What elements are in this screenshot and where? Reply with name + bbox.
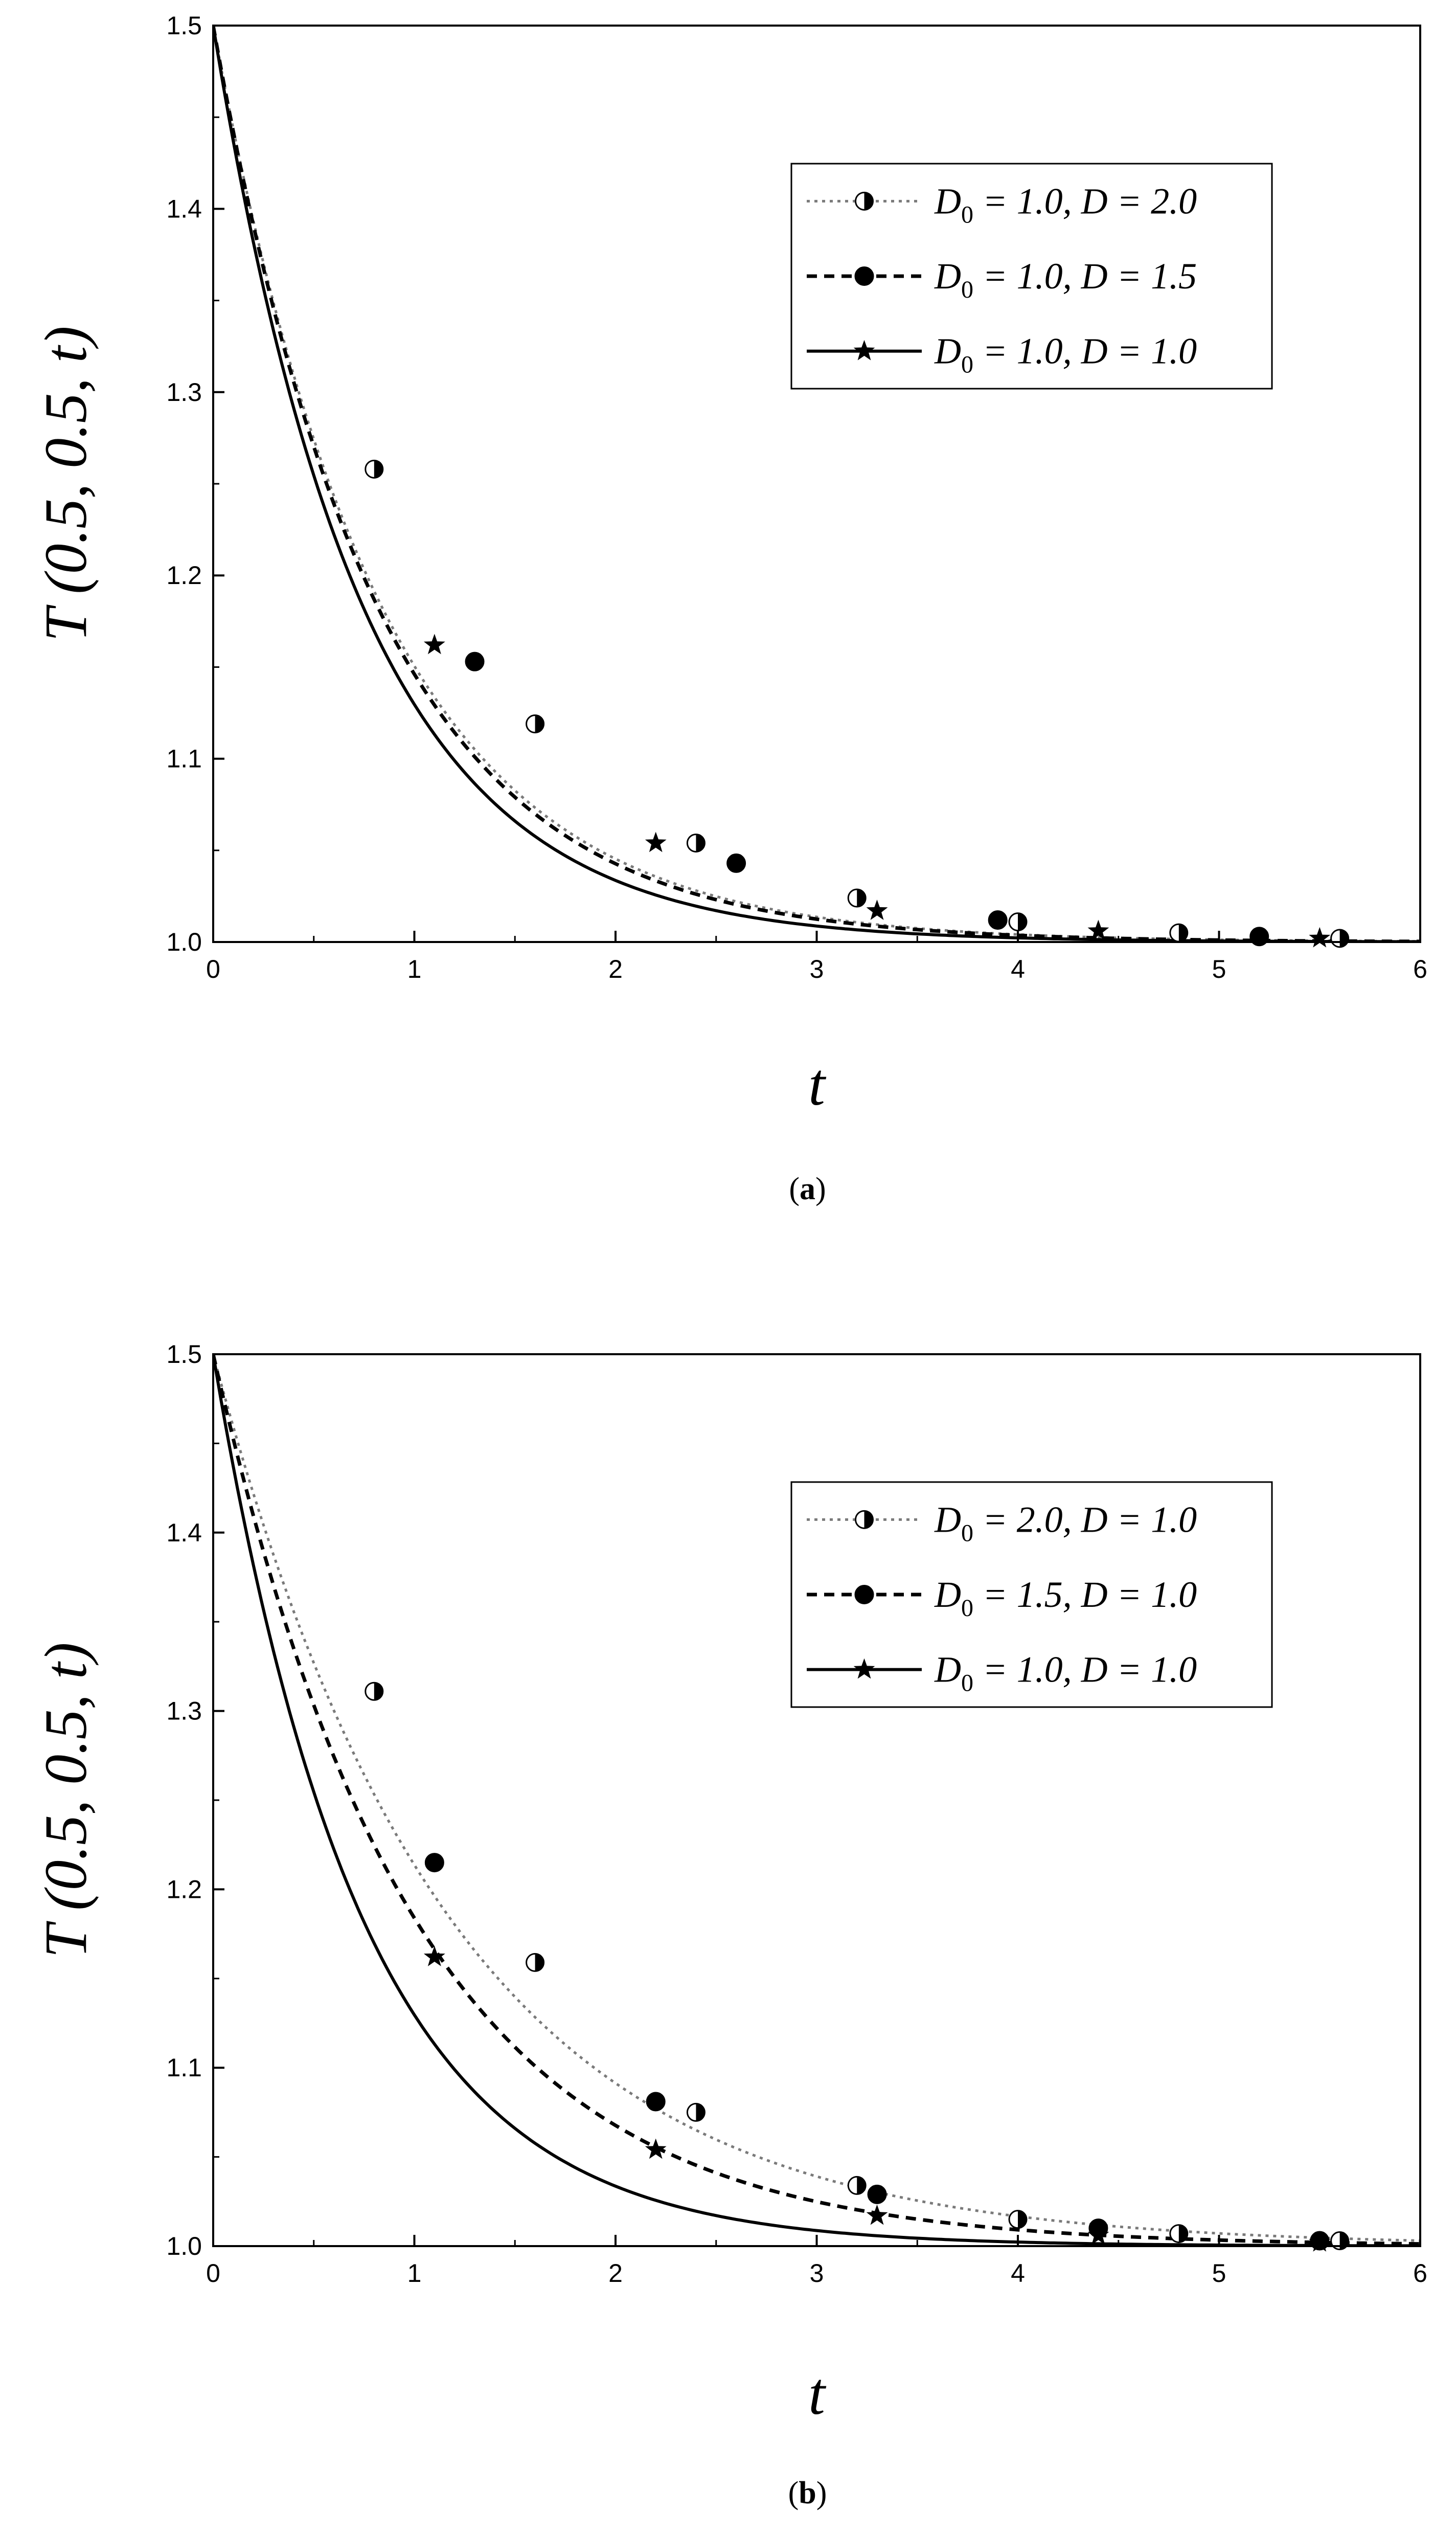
x-tick-label: 3 (810, 2259, 824, 2288)
x-tick-label: 2 (608, 2259, 623, 2288)
data-point-s1-5 (1008, 2210, 1028, 2229)
legend-entry-3: D0 = 1.0, D = 1.0 (934, 331, 1197, 378)
x-tick-label: 4 (1011, 2259, 1025, 2288)
data-point-s1-2 (526, 714, 545, 734)
x-tick-label: 1 (407, 2259, 422, 2288)
y-tick-label: 1.5 (166, 11, 202, 40)
legend-entry-1: D0 = 2.0, D = 1.0 (934, 1499, 1197, 1546)
data-point-s2-1 (465, 652, 485, 671)
data-point-s3-3 (866, 2204, 888, 2225)
data-point-s1-3 (686, 2102, 706, 2122)
legend-marker-2 (854, 1585, 874, 1604)
legend: D0 = 1.0, D = 2.0 D0 = 1.0, D = 1.5 D0 = 1… (790, 163, 1273, 390)
data-point-s2-3 (988, 910, 1008, 930)
chart-panel-a: 0 1 2 3 4 5 6 1.0 1.1 1.2 1.3 1.4 1.5 t T (0.5, 0.5, t… (32, 11, 1427, 1206)
x-axis-title: t (808, 1051, 827, 1118)
legend-entry-2: D0 = 1.5, D = 1.0 (934, 1574, 1197, 1622)
x-tick-label: 5 (1212, 955, 1226, 983)
y-tick-label: 1.1 (166, 745, 202, 773)
data-point-s2-2 (646, 2092, 666, 2112)
data-point-s2-2 (726, 853, 746, 873)
legend-entry-3: D0 = 1.0, D = 1.0 (934, 1649, 1197, 1697)
x-tick-label: 0 (206, 2259, 220, 2288)
x-tick-label: 2 (608, 955, 623, 983)
panel-caption: (a) (789, 1172, 826, 1206)
data-point-s1-6 (1169, 923, 1189, 943)
y-axis-title: T (0.5, 0.5, t) (32, 326, 99, 641)
data-point-s1-1 (365, 459, 384, 479)
data-point-s1-5 (1008, 912, 1028, 932)
y-tick-label: 1.4 (166, 1518, 202, 1547)
data-point-s3-1 (423, 1945, 445, 1966)
legend-marker-3 (853, 340, 875, 361)
data-point-s3-4 (1087, 920, 1109, 940)
data-point-s1-3 (686, 833, 706, 853)
legend: D0 = 2.0, D = 1.0 D0 = 1.5, D = 1.0 D0 = 1… (790, 1481, 1273, 1708)
y-tick-label: 1.4 (166, 194, 202, 223)
data-point-s1-4 (847, 888, 867, 908)
legend-marker-2 (854, 266, 874, 286)
y-tick-label: 1.3 (166, 378, 202, 407)
x-tick-label: 3 (810, 955, 824, 983)
x-tick-label: 6 (1413, 2259, 1427, 2288)
legend-entry-1: D0 = 1.0, D = 2.0 (934, 181, 1197, 228)
legend-marker-1 (855, 1510, 874, 1529)
legend-marker-1 (855, 191, 874, 211)
data-point-s1-1 (365, 1682, 384, 1701)
data-point-s1-2 (526, 1953, 545, 1972)
panel-caption: (b) (788, 2476, 827, 2510)
data-point-s1-4 (847, 2176, 867, 2195)
data-point-s3-2 (645, 2138, 667, 2159)
data-point-s2-3 (867, 2184, 887, 2204)
series-line-1 (213, 26, 1420, 942)
x-tick-label: 5 (1212, 2259, 1226, 2288)
series-line-2 (213, 26, 1420, 942)
data-point-s3-3 (866, 900, 888, 920)
data-point-s1-6 (1169, 2224, 1189, 2244)
data-point-s3-2 (645, 832, 667, 853)
y-tick-label: 1.2 (166, 1875, 202, 1903)
y-tick-label: 1.0 (166, 2232, 202, 2260)
y-tick-label: 1.5 (166, 1340, 202, 1369)
legend-entry-2: D0 = 1.0, D = 1.5 (934, 256, 1197, 303)
y-tick-label: 1.2 (166, 561, 202, 590)
data-point-s2-1 (424, 1853, 444, 1873)
chart-panel-b: 0 1 2 3 4 5 6 1.0 1.1 1.2 1.3 1.4 1.5 t T (0.5, 0.5, t… (32, 1340, 1427, 2510)
y-axis-title: T (0.5, 0.5, t) (32, 1642, 99, 1958)
x-axis-title: t (808, 2360, 827, 2427)
y-tick-label: 1.3 (166, 1697, 202, 1725)
y-tick-label: 1.0 (166, 928, 202, 956)
y-tick-label: 1.1 (166, 2053, 202, 2082)
x-tick-label: 4 (1011, 955, 1025, 983)
x-tick-label: 0 (206, 955, 220, 983)
data-point-s3-4 (1087, 2224, 1109, 2245)
data-point-s1-7 (1330, 929, 1350, 948)
x-tick-label: 1 (407, 955, 422, 983)
x-tick-label: 6 (1413, 955, 1427, 983)
data-point-s3-1 (423, 634, 445, 655)
legend-marker-3 (853, 1658, 875, 1679)
